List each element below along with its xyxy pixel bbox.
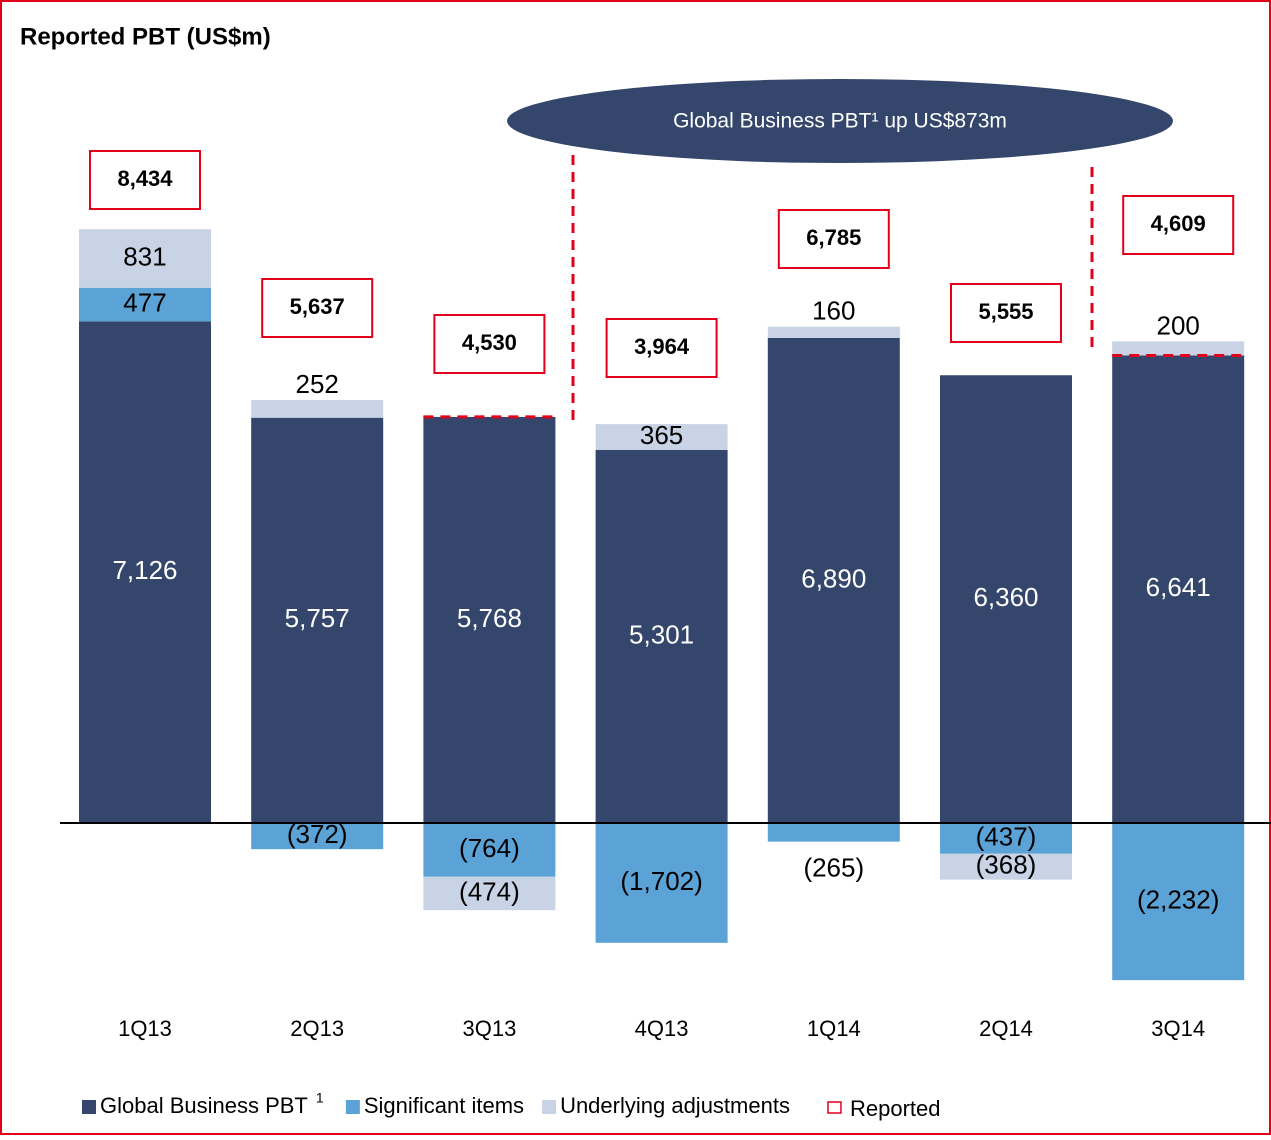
value-label: 5,768 (457, 603, 522, 633)
reported-box (433, 314, 546, 374)
legend-swatch (82, 1100, 96, 1114)
value-label: 5,301 (629, 619, 694, 649)
value-label: 365 (640, 420, 683, 450)
x-tick-label: 1Q13 (118, 1016, 172, 1041)
bar-segment (595, 424, 728, 450)
value-label: 477 (123, 287, 166, 317)
bar-segment (251, 823, 384, 850)
x-tick-label: 1Q14 (807, 1016, 861, 1041)
x-tick-label: 2Q14 (979, 1016, 1033, 1041)
x-tick-label: 3Q13 (462, 1016, 516, 1041)
value-label: (368) (976, 850, 1037, 880)
bar-segment (79, 287, 211, 322)
bar-segment (767, 823, 900, 842)
legend-footnote: 1 (316, 1090, 324, 1106)
value-label: 200 (1157, 310, 1200, 340)
x-tick-label: 3Q14 (1151, 1016, 1205, 1041)
bar-segment (595, 823, 728, 943)
legend-label: Reported (850, 1096, 941, 1121)
x-tick-label: 2Q13 (290, 1016, 344, 1041)
value-label: 7,126 (112, 555, 177, 585)
value-label: 160 (812, 296, 855, 326)
chart-title: Reported PBT (US$m) (20, 23, 271, 50)
reported-label: 4,609 (1151, 211, 1206, 236)
reported-label: 4,530 (462, 330, 517, 355)
bar-segment (767, 337, 900, 823)
bar-segment (251, 417, 384, 823)
reported-box (1122, 195, 1235, 255)
x-tick-label: 4Q13 (635, 1016, 689, 1041)
bar-segment (940, 375, 1072, 823)
reported-label: 5,637 (290, 294, 345, 319)
bar-segment (1112, 823, 1245, 981)
bar-segment (423, 823, 556, 877)
reported-label: 3,964 (634, 334, 690, 359)
reported-box (950, 283, 1062, 343)
reported-box (777, 209, 890, 269)
bar-segment (423, 416, 556, 823)
value-label: 6,890 (801, 563, 866, 593)
bar-segment (79, 321, 211, 823)
legend-swatch (542, 1100, 557, 1114)
value-label: (1,702) (620, 866, 702, 896)
reported-box (89, 150, 201, 210)
bar-segment (79, 229, 211, 288)
bar-segment (940, 853, 1072, 880)
bar-segment (423, 876, 556, 911)
legend-label: Global Business PBT (100, 1093, 308, 1118)
value-label: (474) (459, 876, 520, 906)
legend-label: Underlying adjustments (560, 1093, 790, 1118)
reported-box (261, 278, 374, 338)
value-label: (437) (976, 821, 1037, 851)
reported-label: 5,555 (978, 299, 1033, 324)
bar-segment (767, 326, 900, 338)
value-label: 5,757 (285, 603, 350, 633)
value-label: 252 (296, 369, 339, 399)
legend-swatch (827, 1101, 842, 1114)
annotation-text: Global Business PBT¹ up US$873m (673, 110, 1007, 133)
reported-label: 8,434 (117, 166, 173, 191)
value-label: 6,360 (973, 582, 1038, 612)
bar-segment (251, 399, 384, 418)
value-label: (265) (803, 853, 864, 883)
value-label: 831 (123, 241, 166, 271)
annotation-bubble (507, 79, 1173, 163)
reported-box (605, 318, 718, 378)
legend-label: Significant items (364, 1093, 524, 1118)
legend-swatch (345, 1100, 360, 1114)
reported-label: 6,785 (806, 225, 861, 250)
value-label: 6,641 (1146, 572, 1211, 602)
value-label: (2,232) (1137, 884, 1219, 914)
bar-segment (1112, 341, 1245, 356)
value-label: (764) (459, 833, 520, 863)
bar-segment (940, 823, 1072, 854)
bar-segment (1112, 355, 1245, 823)
bar-segment (595, 449, 728, 823)
